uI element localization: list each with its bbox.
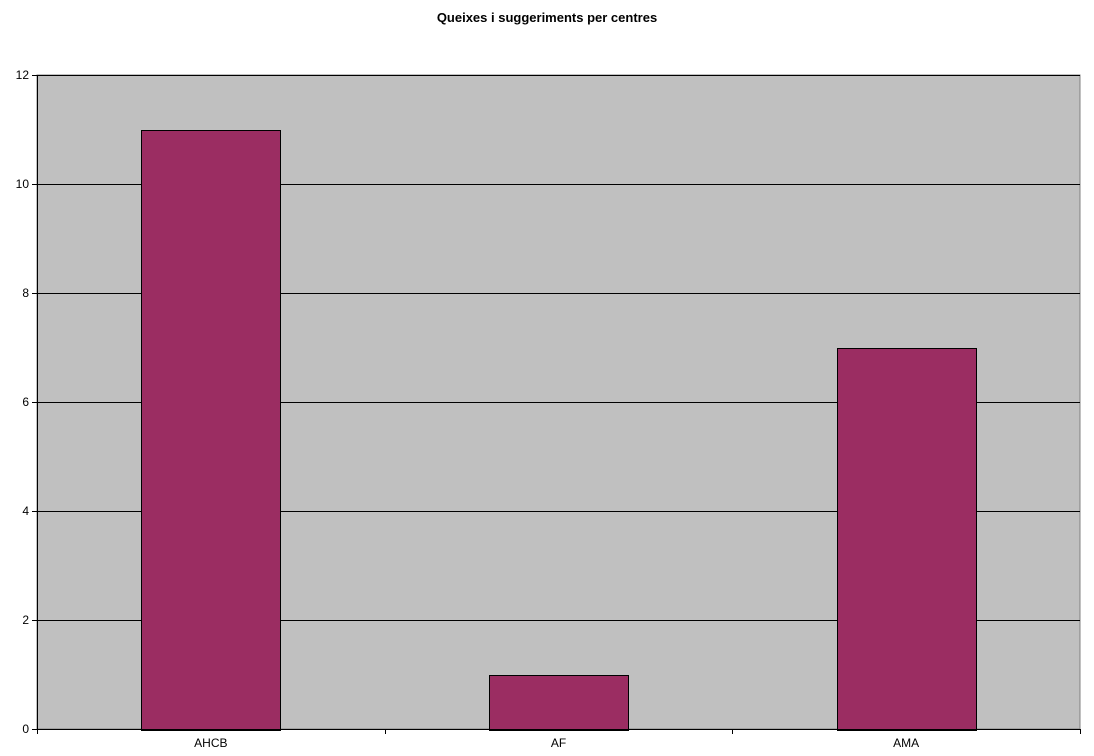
x-tick-label: AHCB — [194, 736, 227, 750]
bar-ahcb — [141, 130, 281, 731]
y-axis: 0 2 4 6 8 10 12 — [16, 68, 38, 736]
y-tick-label: 10 — [16, 177, 30, 191]
y-tick-label: 12 — [16, 68, 30, 82]
bar-ama — [837, 348, 977, 731]
chart-title: Queixes i suggeriments per centres — [436, 10, 658, 25]
bars — [141, 130, 977, 731]
y-tick-label: 8 — [22, 286, 29, 300]
x-axis: AHCB AF AMA — [37, 729, 1081, 750]
y-tick-label: 2 — [22, 613, 29, 627]
bar-af — [489, 675, 629, 731]
x-tick-label: AMA — [893, 736, 919, 750]
y-tick-label: 4 — [22, 504, 29, 518]
x-tick-label: AF — [551, 736, 566, 750]
y-tick-label: 0 — [22, 722, 29, 736]
y-tick-label: 6 — [22, 395, 29, 409]
